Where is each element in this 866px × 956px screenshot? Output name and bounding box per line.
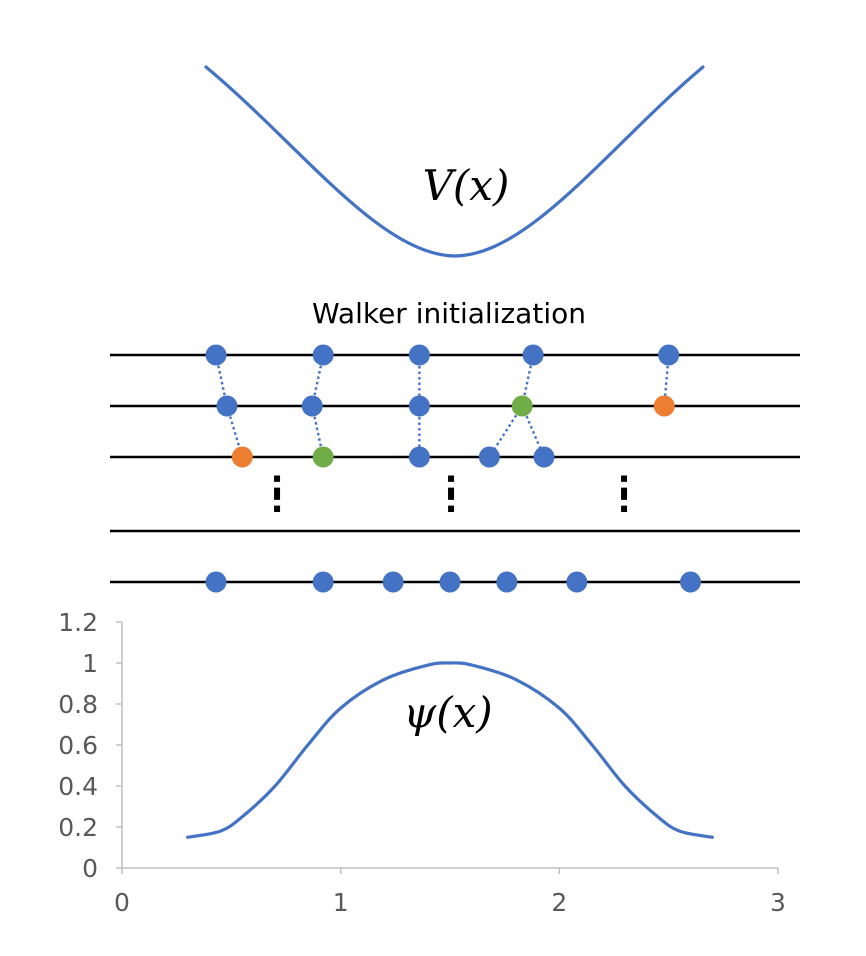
blue-walker [408, 395, 430, 417]
wavefunction-curve [186, 661, 714, 839]
green-walker [312, 446, 334, 468]
blue-walker [522, 344, 544, 366]
vertical-ellipsis: : [617, 463, 631, 503]
blue-walker [382, 571, 404, 593]
blue-walker [478, 446, 500, 468]
blue-walker [496, 571, 518, 593]
blue-walker [533, 446, 555, 468]
blue-walker [312, 571, 334, 593]
potential-curve [204, 65, 705, 258]
y-tick-label: 1.2 [58, 608, 98, 637]
wavefunction-label: ψ(x) [403, 688, 492, 737]
blue-walker [216, 395, 238, 417]
blue-walker [312, 344, 334, 366]
chart-tick-labels: 0 0.2 0.4 0.6 0.8 1 1.2 0 1 2 3 [58, 608, 786, 917]
vertical-ellipsis: : [444, 463, 458, 503]
vertical-ellipses: :::::: [270, 463, 631, 521]
y-tick-label: 0.8 [58, 690, 98, 719]
y-tick-label: 0.2 [58, 813, 98, 842]
blue-walker [566, 571, 588, 593]
blue-walker [408, 446, 430, 468]
vertical-ellipsis: : [270, 463, 284, 503]
blue-walker [658, 344, 680, 366]
x-tick-label: 0 [114, 888, 130, 917]
vertical-ellipsis: : [270, 481, 284, 521]
blue-walker [680, 571, 702, 593]
orange-walker [653, 395, 675, 417]
blue-walker [301, 395, 323, 417]
x-tick-label: 2 [551, 888, 567, 917]
wavefunction-chart: 0 0.2 0.4 0.6 0.8 1 1.2 0 1 2 3 ψ(x) [58, 608, 786, 917]
y-tick-label: 0.6 [58, 731, 98, 760]
blue-walker [205, 344, 227, 366]
vertical-ellipsis: : [617, 481, 631, 521]
vertical-ellipsis: : [444, 481, 458, 521]
blue-walker [205, 571, 227, 593]
walker-dots [205, 344, 702, 593]
chart-axes [116, 621, 779, 874]
potential-label: V(x) [423, 161, 510, 210]
x-tick-label: 3 [770, 888, 786, 917]
blue-walker [439, 571, 461, 593]
orange-walker [231, 446, 253, 468]
blue-walker [408, 344, 430, 366]
green-walker [511, 395, 533, 417]
y-tick-label: 1 [82, 649, 98, 678]
y-tick-label: 0 [82, 854, 98, 883]
section-title: Walker initialization [312, 297, 586, 330]
x-tick-label: 1 [333, 888, 349, 917]
y-tick-label: 0.4 [58, 772, 98, 801]
